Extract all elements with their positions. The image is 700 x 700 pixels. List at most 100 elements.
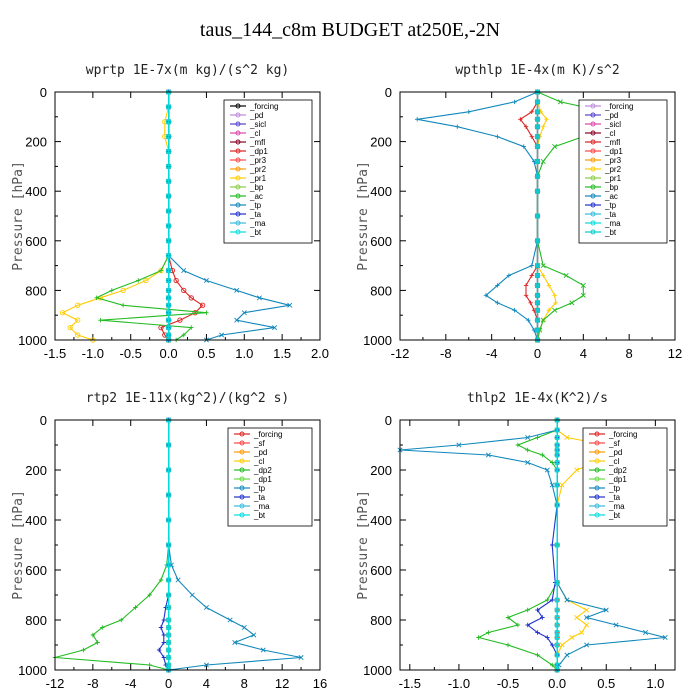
data-point [161,655,167,660]
data-point [534,307,541,313]
legend-label: _sf [253,439,265,448]
legend-marker [235,202,241,208]
data-point [529,273,534,278]
legend-label: _forcing [604,102,633,111]
data-point [189,325,194,330]
data-point [203,662,209,668]
data-point [165,163,172,170]
legend: _forcing_pd_sicl_cl_mfl_dp1_pr3_pr2_pr1_… [223,99,313,244]
data-point [534,317,541,323]
data-point [166,467,172,473]
panel-2: wpthlp 1E-4x(m K)/s^2 Pressure [hPa] -12 -8… [356,63,682,361]
data-point [550,542,555,548]
data-point [584,614,590,621]
data-point [564,597,570,603]
data-point [165,253,172,259]
x-tick-label: 4 [203,676,210,691]
legend-label: _forcing [608,430,637,439]
data-point [569,300,575,306]
data-point [109,288,114,293]
data-point [119,617,124,623]
data-point [166,542,172,548]
data-point [550,597,555,603]
legend-marker [590,103,596,109]
data-point [133,605,138,610]
data-point [529,109,534,115]
data-point [165,223,172,229]
panel-4: thlp2 1E-4x(K^2)/s Pressure [hPa] -1.5 -1.0… [356,391,676,691]
data-point [544,117,549,122]
data-point [534,238,541,244]
data-point [534,292,541,299]
data-point [505,642,511,648]
legend-marker [235,211,241,217]
x-tick-label: 12 [275,676,289,691]
legend-marker [590,148,596,154]
data-point [557,99,563,105]
legend-marker [239,449,245,455]
legend-label: _ta [604,210,617,219]
legend-marker [235,139,241,145]
data-point [534,109,541,115]
y-tick-label: 1000 [18,333,47,348]
data-point [574,614,580,621]
x-tick-label: -1.0 [82,346,104,361]
data-point [192,310,198,316]
data-point [549,482,555,488]
legend-label: _tp [604,201,617,210]
x-tick-label: -4 [486,346,498,361]
data-point [534,116,541,122]
series-line [536,92,557,341]
legend-label: _pr1 [604,174,622,183]
y-tick-label: 400 [25,184,47,199]
data-point [466,109,471,115]
data-point [535,652,540,658]
data-point [563,273,569,279]
legend-marker [235,112,241,118]
data-point [483,293,489,298]
data-point [165,287,172,294]
legend-label: _pr1 [249,174,267,183]
legend-label: _tp [249,201,262,210]
data-point [161,632,167,638]
plot-frame [54,91,321,341]
legend-marker [235,130,241,136]
legend-marker [590,220,596,226]
data-point [147,592,152,598]
data-point [550,460,555,465]
data-point [486,630,491,635]
data-point [163,605,168,610]
data-point [534,133,541,140]
legend-label: _pd [604,111,618,120]
data-point [515,442,521,448]
legend-label: _cl [604,129,615,138]
data-point [554,452,560,458]
legend-marker [239,431,245,437]
data-point [166,632,172,638]
data-point [177,317,183,323]
data-point [495,134,500,139]
data-point [189,592,195,598]
data-point [554,447,560,453]
x-tick-label: 2.0 [311,346,329,361]
plot-frame [399,91,676,341]
y-tick-label: 0 [40,85,47,100]
data-point [173,277,179,284]
data-point [523,124,529,129]
legend-label: _forcing [253,430,282,439]
x-tick-label: 0.0 [160,346,178,361]
data-point [75,332,81,338]
legend-label: _sicl [604,120,621,129]
legend-marker [235,220,241,226]
data-point [505,615,511,620]
data-point [251,632,257,638]
y-tick-label: 0 [40,413,47,428]
data-point [165,332,172,338]
legend-label: _cl [253,457,264,466]
data-point [541,273,546,278]
legend-marker [594,503,600,509]
x-tick-label: -12 [391,346,410,361]
legend-label: _pd [608,448,622,457]
data-point [535,630,540,635]
